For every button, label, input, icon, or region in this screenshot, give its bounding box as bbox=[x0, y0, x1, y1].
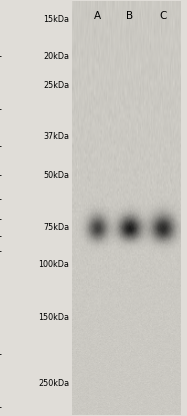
Text: 150kDa: 150kDa bbox=[38, 313, 69, 322]
Text: A: A bbox=[94, 11, 101, 21]
Text: 15kDa: 15kDa bbox=[43, 15, 69, 24]
Text: 250kDa: 250kDa bbox=[38, 379, 69, 388]
Text: 100kDa: 100kDa bbox=[39, 260, 69, 269]
Text: 25kDa: 25kDa bbox=[43, 81, 69, 90]
Text: 50kDa: 50kDa bbox=[43, 171, 69, 180]
Text: C: C bbox=[159, 11, 167, 21]
Text: B: B bbox=[126, 11, 133, 21]
Text: 20kDa: 20kDa bbox=[43, 52, 69, 61]
Text: 37kDa: 37kDa bbox=[43, 131, 69, 141]
Text: 75kDa: 75kDa bbox=[43, 223, 69, 232]
